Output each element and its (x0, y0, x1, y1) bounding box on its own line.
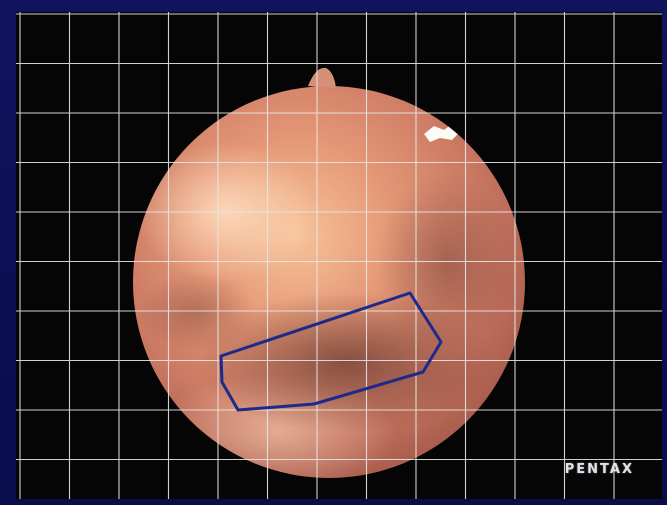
endoscope-screen: PENTAX (16, 12, 662, 499)
endoscopic-image (16, 12, 662, 499)
tissue-nub (308, 67, 336, 88)
tissue-field (133, 86, 525, 478)
brand-label: PENTAX (564, 462, 634, 477)
measurement-grid (16, 12, 662, 499)
region-of-interest-outline (219, 291, 443, 412)
